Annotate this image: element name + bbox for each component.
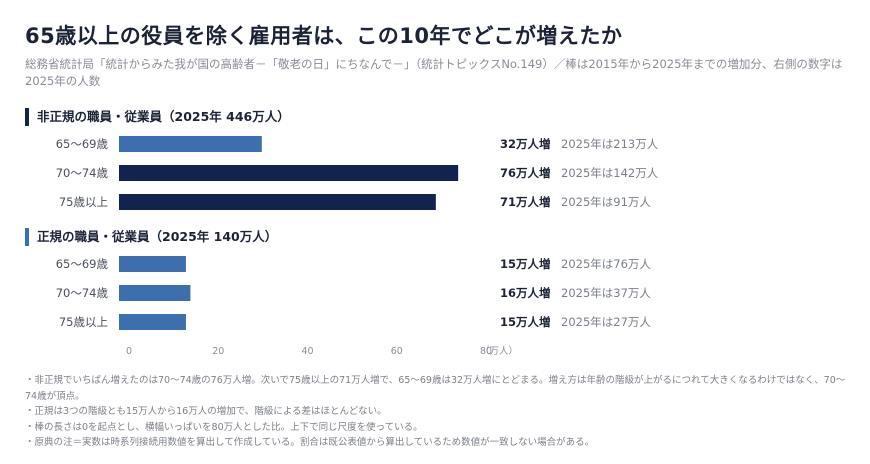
total-annotation: 2025年は91万人: [561, 195, 651, 209]
notes: ・非正規でいちばん増えたのは70〜74歳の76万人増。次いで75歳以上の71万人…: [25, 373, 855, 451]
chart-title: 65歳以上の役員を除く雇用者は、この10年でどこが増えたか: [25, 24, 623, 48]
section-title-nonregular: 非正規の職員・従業員（2025年 446万人）: [25, 108, 290, 126]
value-label: 15万人増: [500, 315, 551, 329]
category-label: 75歳以上: [59, 195, 108, 209]
category-label: 65〜69歳: [56, 257, 109, 271]
value-label: 71万人増: [500, 195, 551, 209]
axis-tick-label: 60: [391, 346, 403, 357]
category-label: 70〜74歳: [56, 166, 109, 180]
total-annotation: 2025年は37万人: [561, 286, 651, 300]
bar: [119, 256, 186, 272]
value-label: 16万人増: [500, 286, 551, 300]
axis-tick-label: 0: [126, 346, 132, 357]
axis-unit-label: （万人）: [480, 345, 518, 357]
chart-subtitle: 総務省統計局「統計からみた我が国の高齢者－「敬老の日」にちなんで－」（統計トピッ…: [25, 57, 843, 88]
category-label: 65〜69歳: [56, 137, 109, 151]
total-annotation: 2025年は76万人: [561, 257, 651, 271]
note-3: ・棒の長さは0を起点とし、横幅いっぱいを80万人とした比。上下で同じ尺度を使って…: [25, 421, 423, 433]
value-label: 32万人増: [500, 137, 551, 151]
note-1: ・非正規でいちばん増えたのは70〜74歳の76万人増。次いで75歳以上の71万人…: [25, 375, 846, 402]
value-label: 15万人増: [500, 257, 551, 271]
axis-tick-label: 80: [480, 346, 492, 357]
section-title-regular: 正規の職員・従業員（2025年 140万人）: [25, 228, 277, 246]
category-label: 70〜74歳: [56, 286, 109, 300]
total-annotation: 2025年は213万人: [561, 137, 659, 151]
axis-tick-label: 20: [212, 346, 224, 357]
bar: [119, 285, 191, 301]
bar: [119, 314, 186, 330]
note-2: ・正規は3つの階級とも15万人から16万人の増加で、階級による差はほとんどない。: [25, 406, 387, 417]
category-label: 75歳以上: [59, 315, 108, 329]
bar: [119, 165, 459, 181]
axis-tick-label: 40: [301, 346, 313, 357]
bar: [119, 136, 262, 152]
value-label: 76万人増: [500, 166, 551, 180]
bar-chart: 65〜69歳 32万人増 2025年は213万人 70〜74歳 76万人増 2025年は1…: [56, 136, 659, 357]
total-annotation: 2025年は142万人: [561, 166, 659, 180]
bar: [119, 194, 436, 210]
note-4: ・原典の注＝実数は時系列接続用数値を算出して作成している。割合は既公表値から算出…: [25, 437, 595, 448]
total-annotation: 2025年は27万人: [561, 315, 651, 329]
